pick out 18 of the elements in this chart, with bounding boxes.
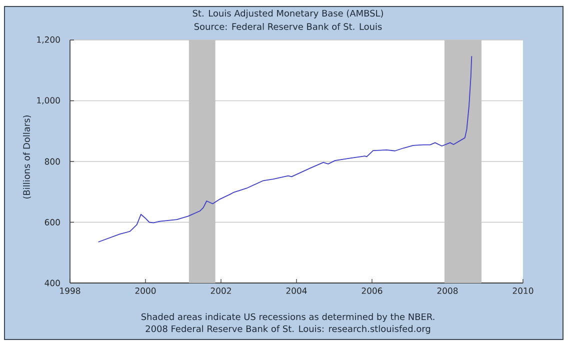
x-tick-label: 2004 xyxy=(286,288,307,294)
x-tick-label: 2006 xyxy=(362,288,382,294)
y-tick-label: 400 xyxy=(44,280,60,286)
line-series xyxy=(98,56,472,242)
y-axis-title: (Billions of Dollars) xyxy=(23,115,32,198)
y-tick-label: 800 xyxy=(44,158,60,165)
chart-title: St. Louis Adjusted Monetary Base (AMBSL) xyxy=(192,10,383,18)
x-tick-label: 2010 xyxy=(512,288,534,294)
text: 2008 Federal Reserve Bank of St. Louis: research.stlouisfed.org xyxy=(146,325,430,334)
x-tick-label: 1998 xyxy=(60,288,80,294)
x-tick-label: 2000 xyxy=(135,288,156,294)
y-tick-label: 600 xyxy=(44,219,60,226)
y-tick-label: 1,200 xyxy=(37,36,60,44)
text: Shaded areas indicate US recessions as determined by the NBER. xyxy=(141,313,434,322)
x-tick-label: 2008 xyxy=(437,288,458,294)
x-tick-label: 2002 xyxy=(210,288,231,294)
chart-subtitle: Source: Federal Reserve Bank of St. Louis xyxy=(194,23,382,30)
y-tick-label: 1,000 xyxy=(37,97,60,104)
